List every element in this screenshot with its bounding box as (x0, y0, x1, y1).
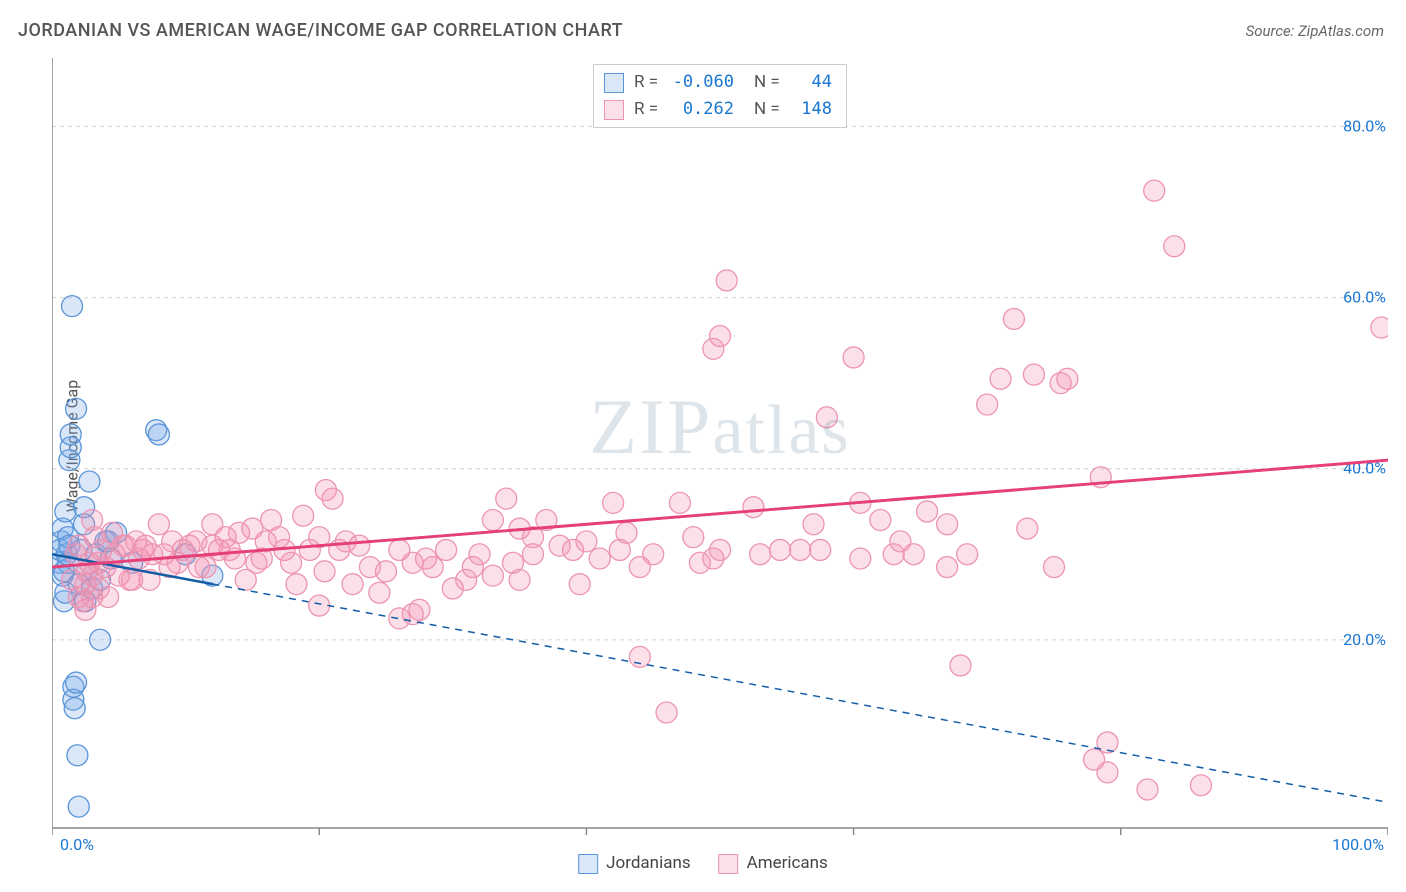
swatch-icon (719, 854, 739, 874)
swatch-icon (578, 854, 598, 874)
legend-item: Jordanians (578, 853, 690, 874)
series-americans (62, 180, 1388, 800)
y-tick-label: 60.0% (1343, 288, 1386, 307)
legend-label: Americans (747, 853, 828, 873)
legend-item: Americans (719, 853, 828, 874)
stat-label: R = (634, 96, 662, 123)
x-tick-label: 100.0% (1332, 835, 1384, 850)
swatch-icon (604, 100, 624, 120)
scatter-chart: 20.0%40.0%60.0%80.0%0.0%100.0% (52, 58, 1388, 850)
stat-n-value: 44 (792, 69, 832, 96)
legend-label: Jordanians (606, 853, 690, 873)
chart-title: JORDANIAN VS AMERICAN WAGE/INCOME GAP CO… (18, 20, 623, 41)
x-tick-label: 0.0% (60, 835, 94, 850)
chart-area: 20.0%40.0%60.0%80.0%0.0%100.0% ZIPatlas … (52, 58, 1388, 850)
series-legend: Jordanians Americans (578, 853, 828, 874)
stat-label: N = (754, 69, 782, 96)
y-tick-label: 20.0% (1343, 630, 1386, 649)
stat-label: R = (634, 69, 662, 96)
swatch-icon (604, 73, 624, 93)
stats-legend: R = -0.060 N = 44 R = 0.262 N = 148 (593, 64, 847, 128)
stats-row: R = -0.060 N = 44 (604, 69, 832, 96)
stat-r-value: -0.060 (672, 69, 734, 96)
stats-row: R = 0.262 N = 148 (604, 96, 832, 123)
y-tick-label: 80.0% (1343, 116, 1386, 135)
source-credit: Source: ZipAtlas.com (1246, 22, 1384, 40)
stat-n-value: 148 (792, 96, 832, 123)
stat-r-value: 0.262 (672, 96, 734, 123)
stat-label: N = (754, 96, 782, 123)
